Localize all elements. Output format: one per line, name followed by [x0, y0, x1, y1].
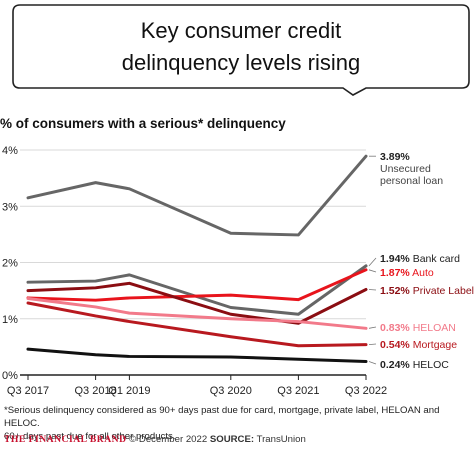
footnote-line1: *Serious delinquency considered as 90+ d…: [4, 405, 440, 429]
series-value-label: 1.94%: [380, 253, 410, 265]
series-name-label: Private Label: [410, 285, 474, 297]
series-value-label: 1.87%: [380, 267, 410, 279]
series-value-label: 3.89%: [380, 151, 410, 163]
series-label-bank-card: 1.94% Bank card: [380, 253, 460, 265]
y-tick-label: 1%: [2, 314, 18, 326]
source-label: SOURCE:: [209, 434, 255, 445]
x-tick-label: Q1 2019: [108, 385, 150, 397]
credit-line: THE FINANCIAL BRAND © December 2022 SOUR…: [4, 434, 472, 445]
series-line-heloc: [26, 347, 368, 363]
leader-line-private-label: [368, 289, 377, 291]
headline-line1: Key consumer credit: [141, 18, 342, 43]
x-tick-label: Q3 2022: [345, 385, 387, 397]
credit-date: © December 2022: [126, 434, 210, 445]
series-label-line: Unsecured: [380, 163, 431, 175]
series-label-auto: 1.87% Auto: [380, 267, 434, 279]
leader-line-heloc: [368, 361, 377, 365]
leader-line-auto: [368, 269, 377, 273]
leader-line-mortgage: [368, 343, 377, 346]
y-tick-label: 3%: [2, 201, 18, 213]
series-name-label: HELOC: [410, 359, 450, 371]
series-line-unsecured-personal-loan: [26, 154, 368, 237]
chart-title: % of consumers with a serious* delinquen…: [0, 116, 286, 131]
x-tick-label: Q3 2018: [74, 385, 116, 397]
series-name-label: Mortgage: [410, 339, 457, 351]
footnote: *Serious delinquency considered as 90+ d…: [4, 404, 472, 443]
x-tick-label: Q3 2020: [210, 385, 252, 397]
y-tick-label: 4%: [2, 145, 18, 157]
brand-logo-text: THE FINANCIAL BRAND: [4, 434, 127, 445]
series-value-label: 0.54%: [380, 339, 410, 351]
source-text: TransUnion: [254, 434, 306, 445]
series-name-label: HELOAN: [410, 322, 456, 334]
series-line-heloan: [26, 297, 368, 330]
x-tick-label: Q3 2017: [7, 385, 49, 397]
y-tick-label: 0%: [2, 370, 18, 382]
series-label-heloan: 0.83% HELOAN: [380, 322, 456, 334]
leader-line-bank-card: [368, 257, 377, 267]
series-name-label: Auto: [410, 267, 434, 279]
headline-line2: delinquency levels rising: [122, 50, 360, 75]
series-label-mortgage: 0.54% Mortgage: [380, 339, 457, 351]
series-label-unsecured-personal-loan: 3.89%: [380, 151, 410, 163]
series-line-private-label: [26, 281, 368, 325]
series-line-auto: [26, 268, 368, 302]
series-line-bank-card: [26, 264, 368, 316]
series-label-line: personal loan: [380, 175, 443, 187]
series-name-label: Bank card: [410, 253, 460, 265]
series-value-label: 0.24%: [380, 359, 410, 371]
y-tick-label: 2%: [2, 258, 18, 270]
series-line-mortgage: [26, 301, 368, 348]
leader-line-heloan: [368, 326, 377, 329]
x-tick-label: Q3 2021: [277, 385, 319, 397]
series-value-label: 1.52%: [380, 285, 410, 297]
footnote-line2: 60+ days past due for all other products…: [4, 431, 176, 442]
headline-bubble: Key consumer credit delinquency levels r…: [12, 4, 470, 96]
series-label-heloc: 0.24% HELOC: [380, 359, 449, 371]
series-value-label: 0.83%: [380, 322, 410, 334]
series-label-private-label: 1.52% Private Label: [380, 285, 474, 297]
